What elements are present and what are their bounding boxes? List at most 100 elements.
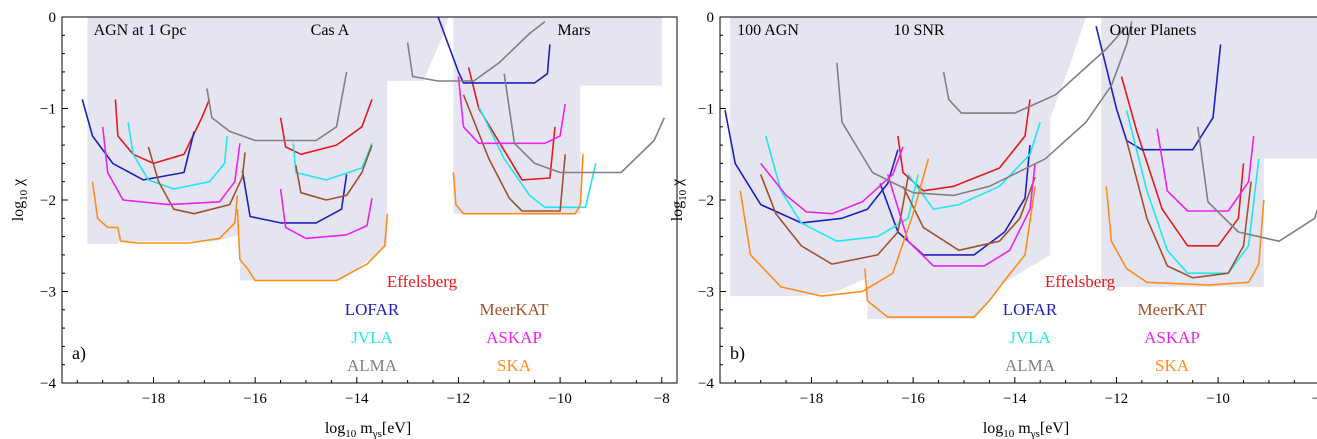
legend-label-meerkat: MeerKAT — [480, 300, 550, 319]
series-line-alma — [406, 20, 546, 82]
series-line-lofar — [241, 170, 348, 224]
series-line-askap — [886, 163, 1036, 267]
series-line-jvla — [292, 142, 373, 181]
series-line-lofar — [724, 110, 899, 224]
series-line-meerkat — [295, 144, 373, 201]
y-tick-label: −1 — [40, 102, 56, 118]
region-annotation: 100 AGN — [737, 22, 799, 39]
series-line-alma — [1197, 126, 1317, 242]
legend-label-jvla: JVLA — [351, 328, 393, 347]
x-axis-label-b: log10 mγs[eV] — [983, 420, 1069, 439]
series-line-askap — [1156, 128, 1255, 212]
y-tick-label: −4 — [40, 376, 56, 392]
x-tick-label: −18 — [142, 391, 165, 407]
y-tick-label: 0 — [49, 10, 57, 26]
series-line-ska — [1105, 186, 1265, 286]
series-line-meerkat — [147, 146, 246, 215]
shaded-region — [87, 17, 449, 281]
region-annotation: 10 SNR — [893, 22, 944, 39]
panel-a: −18 −16 −14 −12 −10 −8 0 −1 −2 −3 −4 AGN at 1 Gpc C… — [40, 10, 678, 407]
y-tick-label: −3 — [40, 285, 56, 301]
region-annotation: AGN at 1 Gpc — [94, 22, 187, 39]
series-line-jvla — [1125, 110, 1260, 274]
series-line-askap — [279, 188, 373, 240]
legend-label-askap: ASKAP — [1144, 328, 1200, 347]
series-line-askap — [457, 76, 566, 145]
series-line-jvla — [127, 122, 228, 190]
legend-label-jvla: JVLA — [1009, 328, 1051, 347]
series-line-meerkat — [1125, 140, 1252, 279]
series-line-effelsberg — [897, 99, 1031, 192]
sensitivity-curves — [724, 21, 1317, 318]
legend-label-effelsberg: Effelsberg — [1045, 272, 1116, 291]
x-tick-label: −16 — [243, 391, 267, 407]
legend-label-askap: ASKAP — [486, 328, 542, 347]
y-tick-label: −2 — [698, 193, 714, 209]
panel-label: b) — [730, 343, 745, 364]
excluded-region-shading — [730, 17, 1317, 319]
series-line-jvla — [478, 106, 597, 209]
x-tick-label: −10 — [1206, 391, 1229, 407]
x-tick-label: −18 — [800, 391, 823, 407]
panel-label: a) — [72, 343, 86, 364]
series-line-lofar — [1095, 26, 1222, 151]
series-line-meerkat — [462, 94, 566, 212]
region-annotation: Outer Planets — [1110, 22, 1197, 39]
y-axis-label-b: log10 χ — [669, 178, 689, 221]
series-line-meerkat — [759, 174, 909, 265]
series-line-ska — [739, 158, 930, 297]
x-tick-label: −14 — [1003, 391, 1027, 407]
y-tick-label: −4 — [698, 376, 714, 392]
series-line-effelsberg — [279, 99, 373, 156]
legend: Effelsberg LOFAR MeerKAT JVLA ASKAP ALMA SKA — [1003, 272, 1207, 375]
region-annotations: 100 AGN 10 SNR Outer Planets — [737, 22, 1196, 39]
legend: Effelsberg LOFAR MeerKAT JVLA ASKAP ALMA SKA — [345, 272, 549, 375]
x-axis-label-a: log10 mγs[eV] — [325, 420, 411, 439]
y-tick-label: −2 — [40, 193, 56, 209]
series-line-askap — [760, 146, 904, 215]
legend-label-ska: SKA — [1155, 356, 1190, 375]
axis-ticks: −18 −16 −14 −12 −10 −8 0 −1 −2 −3 −4 — [698, 10, 1317, 407]
series-line-alma — [836, 21, 1133, 197]
x-tick-label: −10 — [548, 391, 571, 407]
excluded-region-shading — [87, 17, 662, 281]
x-tick-label: −8 — [1312, 391, 1317, 407]
series-line-lofar — [437, 16, 551, 84]
legend-label-lofar: LOFAR — [1003, 300, 1058, 319]
x-tick-label: −12 — [1105, 391, 1128, 407]
y-tick-label: −1 — [698, 102, 714, 118]
series-line-ska — [452, 154, 584, 215]
series-line-ska — [236, 209, 389, 282]
series-line-jvla — [764, 135, 919, 242]
series-line-alma — [503, 73, 666, 174]
series-line-alma — [206, 71, 348, 142]
panel-b: −18 −16 −14 −12 −10 −8 0 −1 −2 −3 −4 100 AGN 10 SNR… — [698, 10, 1317, 407]
series-line-lofar — [81, 99, 195, 181]
legend-label-alma: ALMA — [347, 356, 398, 375]
axis-ticks: −18 −16 −14 −12 −10 −8 0 −1 −2 −3 −4 — [40, 10, 670, 407]
series-line-ska — [91, 181, 239, 244]
y-tick-label: −3 — [698, 285, 714, 301]
x-tick-label: −8 — [654, 391, 670, 407]
legend-label-alma: ALMA — [1005, 356, 1056, 375]
legend-label-lofar: LOFAR — [345, 300, 400, 319]
series-line-jvla — [907, 121, 1041, 210]
series-line-alma — [942, 25, 1128, 114]
series-line-effelsberg — [1120, 76, 1245, 247]
region-annotations: AGN at 1 Gpc Cas A Mars — [94, 22, 591, 39]
y-axis-label-a: log10 χ — [10, 178, 30, 221]
sensitivity-curves — [81, 16, 666, 282]
x-tick-label: −14 — [345, 391, 369, 407]
shaded-region — [453, 17, 662, 214]
y-tick-label: 0 — [707, 10, 715, 26]
series-line-meerkat — [902, 176, 1036, 252]
legend-label-ska: SKA — [497, 356, 532, 375]
region-annotation: Mars — [558, 22, 591, 39]
legend-label-effelsberg: Effelsberg — [387, 272, 458, 291]
series-line-ska — [864, 186, 1036, 318]
x-tick-label: −12 — [447, 391, 470, 407]
shaded-region — [730, 17, 1086, 319]
region-annotation: Cas A — [311, 22, 350, 39]
x-tick-label: −16 — [901, 391, 925, 407]
